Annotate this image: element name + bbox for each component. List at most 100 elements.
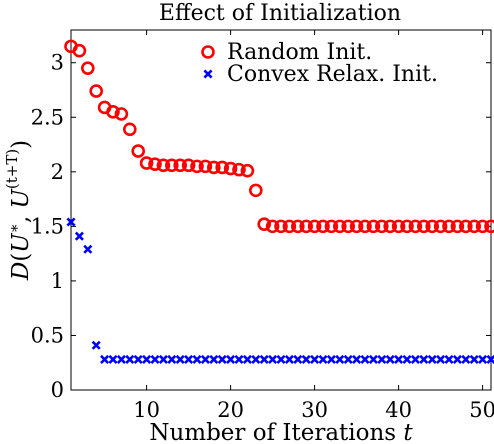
data-point [142, 354, 152, 364]
data-point [139, 156, 154, 170]
data-point [299, 219, 314, 234]
series-1 [66, 217, 494, 364]
plot-area [70, 29, 492, 391]
data-point [374, 219, 389, 234]
y-tick-label: 3 [51, 51, 64, 75]
data-point [442, 219, 456, 234]
data-point [209, 354, 219, 364]
data-point [125, 354, 135, 364]
data-point [249, 183, 263, 198]
data-point [200, 354, 210, 364]
y-tick-label: 2 [51, 160, 64, 184]
data-point [400, 219, 414, 234]
chart-title: Effect of Initialization [159, 1, 401, 26]
data-point [91, 340, 101, 350]
data-point [436, 354, 446, 364]
y-tick-label: 1.5 [31, 214, 64, 238]
data-point [114, 107, 129, 121]
axis-ticks: 10 20 30 40 50 0 0.5 1 1.5 2 2.5 3 [31, 30, 494, 422]
data-point [324, 219, 339, 234]
data-point [349, 219, 364, 234]
data-point [89, 84, 103, 98]
data-point [475, 219, 490, 234]
data-point [156, 158, 171, 173]
data-point [83, 244, 93, 254]
data-point [419, 354, 429, 364]
data-point [106, 105, 120, 119]
data-point [131, 144, 145, 158]
data-point [234, 354, 244, 364]
data-point [72, 43, 87, 58]
legend-marker [203, 69, 213, 79]
data-point [366, 219, 381, 234]
data-point [469, 354, 479, 364]
data-point [402, 354, 412, 364]
data-point [74, 231, 84, 241]
data-point [81, 61, 95, 75]
data-point [377, 354, 387, 364]
data-point [358, 219, 372, 234]
data-point [307, 219, 322, 234]
data-point [486, 354, 494, 364]
data-point [198, 159, 213, 174]
data-point [181, 158, 196, 173]
x-tick-label: 30 [301, 398, 328, 422]
x-axis-title: Number of Iterations t [149, 420, 413, 444]
y-tick-label: 2.5 [31, 105, 64, 129]
plot-frame [70, 29, 492, 391]
legend-marker [201, 45, 215, 59]
data-point [484, 219, 494, 234]
data-point [158, 354, 168, 364]
y-tick-label: 0 [51, 378, 64, 402]
data-point [461, 354, 471, 364]
legend-label: Random Init. [227, 40, 372, 65]
data-point [332, 219, 347, 234]
x-tick-label: 20 [217, 398, 244, 422]
data-point [301, 354, 311, 364]
data-point [368, 354, 378, 364]
data-point [226, 354, 236, 364]
data-point [478, 354, 488, 364]
data-point [408, 219, 423, 234]
data-point [360, 354, 370, 364]
data-point [318, 354, 328, 364]
data-point [108, 354, 118, 364]
data-point [444, 354, 454, 364]
data-point [385, 354, 395, 364]
series-layer [64, 39, 494, 364]
data-point [190, 159, 204, 174]
data-point [167, 354, 177, 364]
data-point [116, 354, 126, 364]
data-point [433, 219, 448, 234]
data-point [282, 219, 297, 234]
data-point [265, 219, 280, 234]
data-point [425, 219, 440, 234]
data-point [383, 219, 398, 234]
data-point [232, 162, 246, 177]
data-point [215, 160, 229, 175]
x-tick-label: 10 [133, 398, 160, 422]
x-tick-label: 40 [385, 398, 412, 422]
data-point [150, 354, 160, 364]
data-point [133, 354, 143, 364]
data-point [293, 354, 303, 364]
data-point [165, 158, 179, 173]
data-point [467, 219, 482, 234]
legend-label: Convex Relax. Init. [227, 62, 438, 87]
data-point [276, 354, 286, 364]
data-point [352, 354, 362, 364]
data-point [148, 157, 162, 171]
data-point [326, 354, 336, 364]
y-tick-label: 0.5 [31, 323, 64, 347]
data-point [341, 219, 356, 234]
data-point [192, 354, 202, 364]
data-point [259, 354, 269, 364]
data-point [450, 219, 465, 234]
data-point [410, 354, 420, 364]
data-point [66, 217, 76, 227]
y-axis-title: D(U∗, U(t+T)) [3, 140, 34, 281]
data-point [207, 160, 221, 175]
y-axis-title-group: D(U∗, U(t+T)) [3, 140, 34, 281]
data-point [268, 354, 278, 364]
data-point [100, 354, 110, 364]
